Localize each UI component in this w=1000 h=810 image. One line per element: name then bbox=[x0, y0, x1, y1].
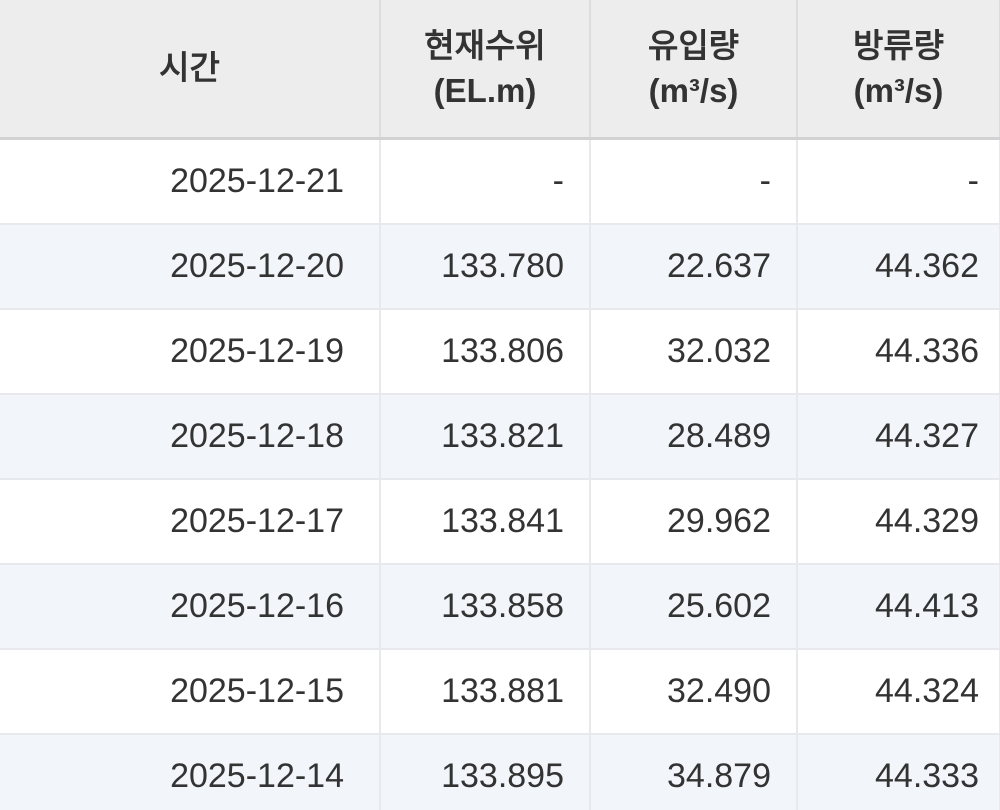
col-header-inflow-unit: (m³/s) bbox=[648, 71, 739, 109]
inflow-cell: 32.032 bbox=[590, 309, 798, 395]
date-cell: 2025-12-20 bbox=[0, 224, 381, 310]
water-level-cell: 133.821 bbox=[380, 394, 591, 480]
outflow-cell: 44.324 bbox=[797, 649, 1000, 735]
water-level-cell: 133.858 bbox=[380, 564, 591, 650]
water-level-cell: 133.841 bbox=[380, 479, 591, 565]
table-row: 2025-12-21 - - - bbox=[0, 138, 1000, 225]
inflow-cell: 28.489 bbox=[590, 394, 798, 480]
inflow-cell: 32.490 bbox=[590, 649, 798, 735]
table-row: 2025-12-17 133.841 29.962 44.329 bbox=[0, 479, 1000, 565]
inflow-cell: - bbox=[590, 138, 798, 225]
inflow-cell: 25.602 bbox=[590, 564, 798, 650]
date-cell: 2025-12-17 bbox=[0, 479, 381, 565]
col-header-inflow: 유입량 (m³/s) bbox=[590, 0, 798, 140]
header-row: 시간 현재수위 (EL.m) 유입량 (m³/s) 방류량 (m³/s) bbox=[0, 0, 1000, 140]
table-header: 시간 현재수위 (EL.m) 유입량 (m³/s) 방류량 (m³/s) bbox=[0, 0, 1000, 140]
table-row: 2025-12-15 133.881 32.490 44.324 bbox=[0, 649, 1000, 735]
inflow-cell: 34.879 bbox=[590, 734, 798, 810]
water-level-cell: 133.895 bbox=[380, 734, 591, 810]
outflow-cell: 44.333 bbox=[797, 734, 1000, 810]
outflow-cell: 44.329 bbox=[797, 479, 1000, 565]
date-cell: 2025-12-15 bbox=[0, 649, 381, 735]
inflow-cell: 22.637 bbox=[590, 224, 798, 310]
col-header-water-level: 현재수위 (EL.m) bbox=[380, 0, 591, 140]
water-level-cell: 133.881 bbox=[380, 649, 591, 735]
date-cell: 2025-12-18 bbox=[0, 394, 381, 480]
col-header-outflow-unit: (m³/s) bbox=[853, 71, 944, 109]
water-level-cell: 133.780 bbox=[380, 224, 591, 310]
col-header-water-level-label: 현재수위 bbox=[424, 26, 546, 64]
col-header-outflow: 방류량 (m³/s) bbox=[797, 0, 1000, 140]
outflow-cell: - bbox=[797, 138, 1000, 225]
outflow-cell: 44.327 bbox=[797, 394, 1000, 480]
table-row: 2025-12-19 133.806 32.032 44.336 bbox=[0, 309, 1000, 395]
table-row: 2025-12-18 133.821 28.489 44.327 bbox=[0, 394, 1000, 480]
col-header-water-level-unit: (EL.m) bbox=[433, 71, 537, 109]
outflow-cell: 44.413 bbox=[797, 564, 1000, 650]
water-level-cell: 133.806 bbox=[380, 309, 591, 395]
col-header-time: 시간 bbox=[0, 0, 381, 140]
table-row: 2025-12-14 133.895 34.879 44.333 bbox=[0, 734, 1000, 810]
water-level-cell: - bbox=[380, 138, 591, 225]
date-cell: 2025-12-14 bbox=[0, 734, 381, 810]
table-row: 2025-12-16 133.858 25.602 44.413 bbox=[0, 564, 1000, 650]
col-header-inflow-label: 유입량 bbox=[647, 26, 740, 64]
outflow-cell: 44.362 bbox=[797, 224, 1000, 310]
outflow-cell: 44.336 bbox=[797, 309, 1000, 395]
date-cell: 2025-12-16 bbox=[0, 564, 381, 650]
col-header-outflow-label: 방류량 bbox=[852, 26, 945, 64]
inflow-cell: 29.962 bbox=[590, 479, 798, 565]
table-row: 2025-12-20 133.780 22.637 44.362 bbox=[0, 224, 1000, 310]
date-cell: 2025-12-19 bbox=[0, 309, 381, 395]
col-header-time-label: 시간 bbox=[159, 49, 220, 87]
table-body: 2025-12-21 - - - 2025-12-20 133.780 22.6… bbox=[0, 138, 1000, 810]
date-cell: 2025-12-21 bbox=[0, 138, 381, 225]
